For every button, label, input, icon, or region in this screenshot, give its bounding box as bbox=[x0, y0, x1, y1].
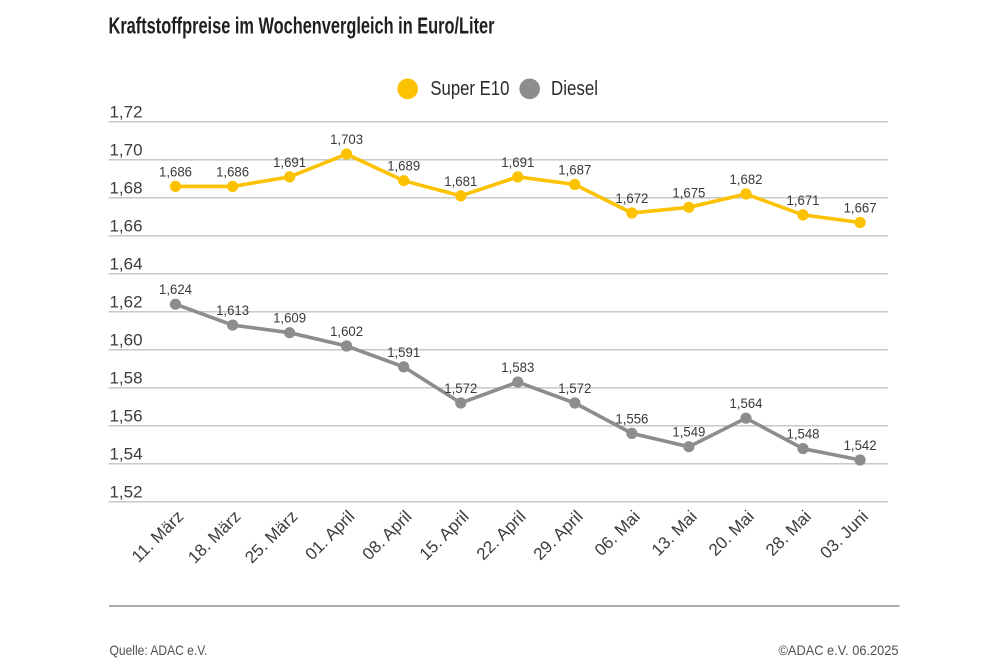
svg-text:1,691: 1,691 bbox=[501, 154, 534, 170]
svg-text:1,686: 1,686 bbox=[216, 163, 249, 179]
svg-text:1,686: 1,686 bbox=[159, 163, 192, 179]
svg-text:Kraftstoffpreise im Wochenverg: Kraftstoffpreise im Wochenvergleich in E… bbox=[109, 13, 495, 39]
svg-text:1,72: 1,72 bbox=[110, 102, 143, 121]
svg-text:Super E10: Super E10 bbox=[430, 78, 509, 100]
svg-text:1,687: 1,687 bbox=[558, 162, 591, 178]
svg-text:1,64: 1,64 bbox=[110, 254, 143, 273]
svg-text:1,703: 1,703 bbox=[330, 131, 363, 147]
svg-text:1,591: 1,591 bbox=[387, 344, 420, 360]
svg-text:Diesel: Diesel bbox=[551, 78, 598, 100]
svg-text:1,572: 1,572 bbox=[444, 380, 477, 396]
svg-text:1,672: 1,672 bbox=[615, 190, 648, 206]
svg-text:1,54: 1,54 bbox=[110, 444, 143, 463]
svg-text:1,671: 1,671 bbox=[787, 192, 820, 208]
svg-text:1,58: 1,58 bbox=[110, 368, 143, 387]
svg-text:1,689: 1,689 bbox=[387, 158, 420, 174]
svg-text:1,681: 1,681 bbox=[444, 173, 477, 189]
svg-text:1,60: 1,60 bbox=[110, 330, 143, 349]
svg-text:1,564: 1,564 bbox=[730, 395, 763, 411]
svg-text:1,667: 1,667 bbox=[844, 200, 877, 216]
svg-text:1,549: 1,549 bbox=[672, 424, 705, 440]
svg-text:1,556: 1,556 bbox=[615, 410, 648, 426]
svg-text:1,66: 1,66 bbox=[110, 216, 143, 235]
svg-text:1,691: 1,691 bbox=[273, 154, 306, 170]
svg-text:1,572: 1,572 bbox=[558, 380, 591, 396]
svg-text:1,602: 1,602 bbox=[330, 323, 363, 339]
svg-text:1,609: 1,609 bbox=[273, 310, 306, 326]
svg-text:1,682: 1,682 bbox=[730, 171, 763, 187]
svg-text:©ADAC e.V. 06.2025: ©ADAC e.V. 06.2025 bbox=[779, 642, 899, 658]
svg-text:1,675: 1,675 bbox=[672, 184, 705, 200]
svg-text:1,62: 1,62 bbox=[110, 292, 143, 311]
svg-text:1,583: 1,583 bbox=[501, 359, 534, 375]
svg-text:1,56: 1,56 bbox=[110, 406, 143, 425]
svg-text:1,70: 1,70 bbox=[110, 140, 143, 159]
svg-text:1,52: 1,52 bbox=[110, 482, 143, 501]
svg-text:1,548: 1,548 bbox=[787, 426, 820, 442]
svg-text:1,613: 1,613 bbox=[216, 302, 249, 318]
svg-text:1,68: 1,68 bbox=[110, 178, 143, 197]
svg-text:Quelle: ADAC e.V.: Quelle: ADAC e.V. bbox=[110, 642, 208, 658]
svg-text:1,624: 1,624 bbox=[159, 281, 192, 297]
svg-text:1,542: 1,542 bbox=[844, 437, 877, 453]
